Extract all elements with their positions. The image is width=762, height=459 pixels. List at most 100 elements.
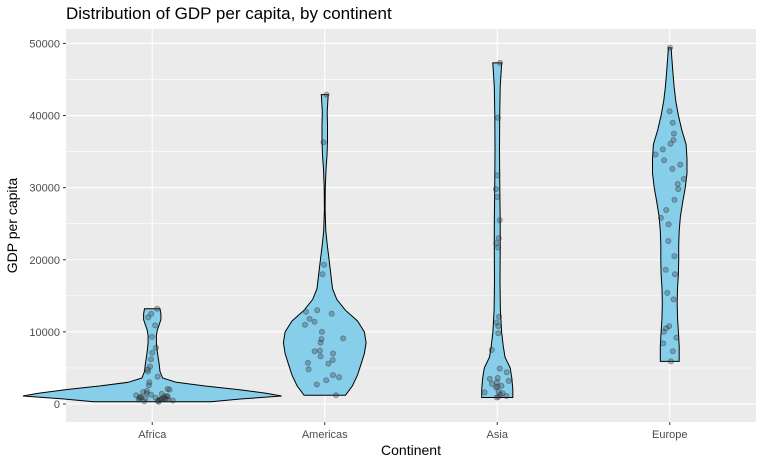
data-point [159, 395, 166, 402]
data-point [665, 237, 672, 244]
data-point [152, 394, 159, 401]
data-point [495, 330, 502, 337]
data-point [156, 397, 163, 404]
data-point [152, 322, 159, 329]
jitter-points [133, 44, 687, 405]
data-point [332, 392, 339, 399]
data-point [497, 391, 504, 398]
data-point [311, 348, 318, 355]
data-point [323, 91, 330, 98]
data-point [144, 366, 151, 373]
data-point [494, 193, 501, 200]
data-point [156, 396, 163, 403]
data-point [329, 372, 336, 379]
data-point [652, 151, 659, 158]
data-point [166, 386, 173, 393]
data-point [325, 360, 332, 367]
data-point [148, 310, 155, 317]
data-point [316, 347, 323, 354]
data-point [304, 359, 311, 366]
data-point [336, 374, 343, 381]
data-point [496, 59, 503, 66]
data-point [493, 319, 500, 326]
data-point [157, 396, 164, 403]
data-point [301, 321, 308, 328]
data-point [494, 383, 501, 390]
data-point [661, 157, 668, 164]
axes: 0 10000 20000 30000 40000 50000 Africa Americas… [29, 38, 687, 441]
data-point [492, 384, 499, 391]
data-point [148, 333, 155, 340]
data-point [146, 379, 153, 386]
data-point [662, 266, 669, 273]
data-point [666, 108, 673, 115]
data-point [169, 397, 176, 404]
data-point [313, 381, 320, 388]
data-point [164, 385, 171, 392]
data-point [136, 394, 143, 401]
data-point [495, 244, 502, 251]
x-tick-label: Africa [138, 429, 167, 441]
data-point [671, 253, 678, 260]
y-tick-label: 0 [54, 399, 60, 411]
y-tick-label: 40000 [29, 111, 60, 123]
data-point [680, 175, 687, 182]
y-tick-label: 10000 [29, 327, 60, 339]
data-point [317, 353, 324, 360]
data-point [133, 392, 140, 399]
data-point [137, 394, 144, 401]
data-point [669, 165, 676, 172]
data-point [318, 328, 325, 335]
data-point [323, 377, 330, 384]
data-point [675, 186, 682, 193]
data-point [667, 358, 674, 365]
data-point [145, 382, 152, 389]
data-point [498, 382, 505, 389]
plot-panel [66, 29, 756, 422]
data-point [328, 310, 335, 317]
x-tick-label: Europe [652, 429, 687, 441]
data-point [486, 375, 493, 382]
data-point [663, 206, 670, 213]
data-point [305, 366, 312, 373]
data-point [146, 363, 153, 370]
data-point [302, 308, 309, 315]
data-point [163, 392, 170, 399]
y-tick-label: 50000 [29, 38, 60, 50]
data-point [481, 389, 488, 396]
x-tick-label: Americas [302, 429, 348, 441]
data-point [142, 395, 149, 402]
data-point [140, 389, 147, 396]
y-tick-label: 20000 [29, 255, 60, 267]
data-point [317, 339, 324, 346]
data-point [143, 387, 150, 394]
data-point [495, 388, 502, 395]
data-point [314, 307, 321, 314]
data-point [660, 340, 667, 347]
data-point [311, 318, 318, 325]
data-point [154, 305, 161, 312]
data-point [495, 323, 502, 330]
data-point [496, 217, 503, 224]
violin-africa [22, 308, 282, 403]
data-point [318, 336, 325, 343]
violin-europe [652, 47, 688, 362]
data-point [161, 395, 168, 402]
data-point [319, 271, 326, 278]
data-point [503, 369, 510, 376]
data-point [320, 139, 327, 146]
data-point [666, 323, 673, 330]
data-point [154, 373, 161, 380]
data-point [659, 146, 666, 153]
data-point [669, 119, 676, 126]
data-point [135, 396, 142, 403]
data-point [152, 344, 159, 351]
data-point [672, 271, 679, 278]
data-point [155, 398, 162, 405]
data-point [165, 396, 172, 403]
data-point [306, 315, 313, 322]
data-point [493, 240, 500, 247]
data-point [660, 328, 667, 335]
data-point [154, 397, 161, 404]
data-point [665, 221, 672, 228]
